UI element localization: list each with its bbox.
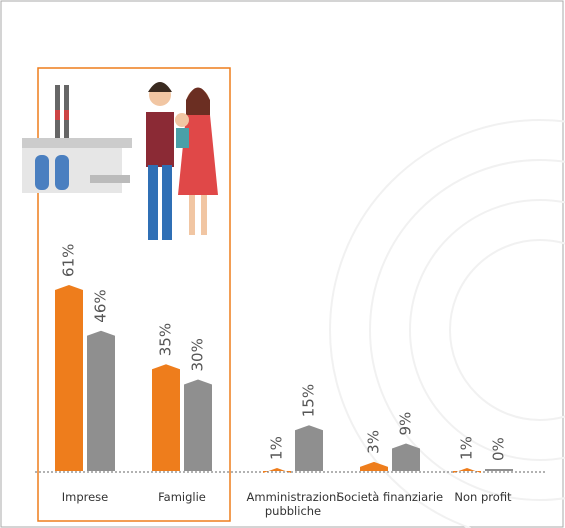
value-label: 9% [397,412,415,436]
bar [55,284,83,471]
bar [485,469,513,471]
category-label: Famiglie [158,490,206,504]
highlight-frame [37,67,231,522]
value-label: 46% [92,289,110,322]
background-rings [329,119,565,528]
family-icon [146,82,218,240]
bar [184,379,212,471]
category-label: Non profit [454,490,512,504]
value-label: 1% [458,436,476,460]
bar [87,330,115,471]
value-label: 30% [189,338,207,371]
value-label: 61% [60,244,78,277]
value-label: 3% [365,430,383,454]
category-label: Imprese [61,490,109,504]
category-label: Amministrazioni pubbliche [246,490,340,518]
bar [295,425,323,471]
bar [392,443,420,471]
value-label: 0% [490,437,508,461]
category-label: Società finanziarie [336,490,444,504]
value-label: 15% [300,384,318,417]
bar [263,467,291,473]
value-label: 1% [268,436,286,460]
bar [152,364,180,471]
value-label: 35% [157,323,175,356]
bar [453,467,481,473]
factory-icon [22,85,132,193]
bar [360,461,388,471]
